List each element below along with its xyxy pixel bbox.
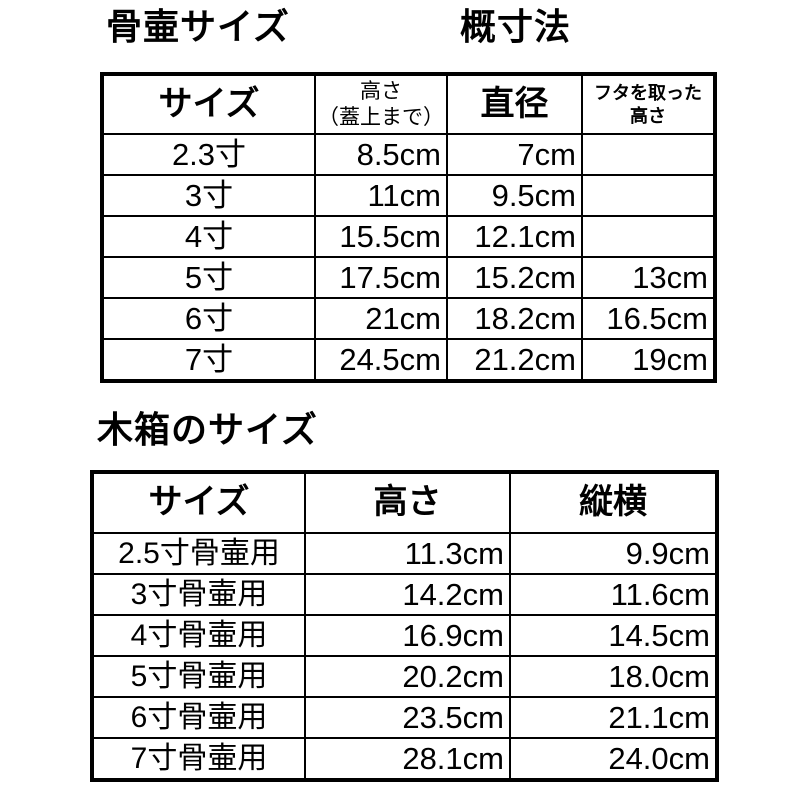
cell-height: 23.5cm [304,696,511,739]
header-height: 高さ [304,471,511,534]
cell-size: 6寸 [101,297,316,340]
cell-size: 7寸骨壷用 [91,737,306,781]
header-lid-off-height: フタを取った 高さ [581,73,716,135]
table-header-row: サイズ 高さ （蓋上まで） 直径 フタを取った 高さ [101,73,716,135]
cell-lid-off-height: 13cm [581,256,716,299]
cell-size: 5寸 [101,256,316,299]
cell-height: 8.5cm [314,133,448,176]
cell-lid-off-height: 16.5cm [581,297,716,340]
cell-height: 14.2cm [304,573,511,616]
cell-lid-off-height: 19cm [581,338,716,382]
cell-height: 11cm [314,174,448,217]
cell-width-depth: 9.9cm [509,532,718,575]
cell-height: 11.3cm [304,532,511,575]
cell-diameter: 12.1cm [446,215,583,258]
table-row: 6寸 21cm 18.2cm 16.5cm [101,297,716,340]
header-diameter: 直径 [446,73,583,135]
table-row: 2.3寸 8.5cm 7cm [101,133,716,176]
table-row: 7寸 24.5cm 21.2cm 19cm [101,338,716,382]
cell-size: 7寸 [101,338,316,382]
cell-height: 16.9cm [304,614,511,657]
table-row: 5寸骨壷用 20.2cm 18.0cm [91,655,718,698]
table-row: 6寸骨壷用 23.5cm 21.1cm [91,696,718,739]
table-header-row: サイズ 高さ 縦横 [91,471,718,534]
table-row: 7寸骨壷用 28.1cm 24.0cm [91,737,718,781]
table-row: 3寸 11cm 9.5cm [101,174,716,217]
cell-diameter: 21.2cm [446,338,583,382]
wooden-box-size-table: サイズ 高さ 縦横 2.5寸骨壷用 11.3cm 9.9cm 3寸骨壷用 14.… [90,470,719,782]
wooden-box-size-title: 木箱のサイズ [97,409,318,450]
table-row: 2.5寸骨壷用 11.3cm 9.9cm [91,532,718,575]
cell-size: 2.5寸骨壷用 [91,532,306,575]
header-width-depth: 縦横 [509,471,718,534]
table-row: 4寸骨壷用 16.9cm 14.5cm [91,614,718,657]
cell-width-depth: 14.5cm [509,614,718,657]
cell-lid-off-height [581,133,716,176]
cell-height: 28.1cm [304,737,511,781]
cell-lid-off-height [581,174,716,217]
header-size: サイズ [101,73,316,135]
cell-diameter: 15.2cm [446,256,583,299]
table-row: 5寸 17.5cm 15.2cm 13cm [101,256,716,299]
cell-width-depth: 18.0cm [509,655,718,698]
approx-dimensions-title: 概寸法 [460,6,572,47]
table-row: 3寸骨壷用 14.2cm 11.6cm [91,573,718,616]
header-size: サイズ [91,471,306,534]
urn-size-title: 骨壷サイズ [106,6,290,47]
cell-width-depth: 21.1cm [509,696,718,739]
cell-width-depth: 11.6cm [509,573,718,616]
cell-width-depth: 24.0cm [509,737,718,781]
cell-lid-off-height [581,215,716,258]
cell-height: 20.2cm [304,655,511,698]
urn-size-table: サイズ 高さ （蓋上まで） 直径 フタを取った 高さ 2.3寸 8.5cm 7c… [100,72,717,383]
cell-size: 3寸 [101,174,316,217]
cell-size: 4寸 [101,215,316,258]
header-height-to-lid: 高さ （蓋上まで） [314,73,448,135]
cell-size: 2.3寸 [101,133,316,176]
table-row: 4寸 15.5cm 12.1cm [101,215,716,258]
cell-height: 21cm [314,297,448,340]
cell-diameter: 9.5cm [446,174,583,217]
cell-diameter: 7cm [446,133,583,176]
cell-diameter: 18.2cm [446,297,583,340]
cell-size: 6寸骨壷用 [91,696,306,739]
cell-size: 5寸骨壷用 [91,655,306,698]
cell-height: 17.5cm [314,256,448,299]
cell-height: 15.5cm [314,215,448,258]
cell-size: 4寸骨壷用 [91,614,306,657]
cell-height: 24.5cm [314,338,448,382]
cell-size: 3寸骨壷用 [91,573,306,616]
